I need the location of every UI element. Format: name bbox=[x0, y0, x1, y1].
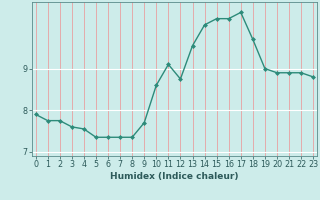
X-axis label: Humidex (Indice chaleur): Humidex (Indice chaleur) bbox=[110, 172, 239, 181]
